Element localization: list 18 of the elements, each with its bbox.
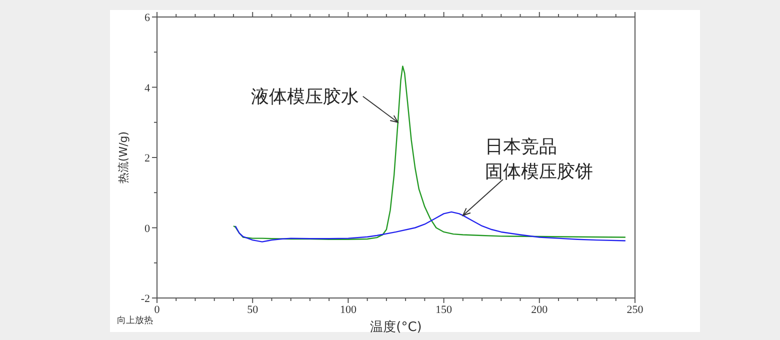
x-tick-label: 100 bbox=[340, 304, 357, 316]
x-tick-label: 0 bbox=[154, 304, 160, 316]
annotation: 液体模压胶水 bbox=[250, 86, 359, 108]
y-axis-title: 热流(W/g) bbox=[117, 131, 130, 184]
y-tick-label: 4 bbox=[144, 82, 150, 94]
x-tick-label: 200 bbox=[531, 304, 548, 316]
y-tick-label: -2 bbox=[140, 293, 150, 305]
x-tick-label: 50 bbox=[247, 304, 259, 316]
y-tick-label: 0 bbox=[144, 222, 150, 235]
x-axis-title: 温度(°C) bbox=[370, 319, 422, 335]
annotation: 日本竞品固体模压胶饼 bbox=[484, 136, 593, 182]
x-tick-label: 150 bbox=[436, 304, 453, 316]
y-tick-label: 2 bbox=[144, 152, 150, 164]
x-tick-label: 250 bbox=[626, 304, 644, 316]
text: 向上放热 bbox=[117, 315, 153, 326]
line-series bbox=[234, 211, 626, 242]
y-tick-label: 6 bbox=[144, 12, 150, 24]
line-series bbox=[232, 66, 626, 240]
